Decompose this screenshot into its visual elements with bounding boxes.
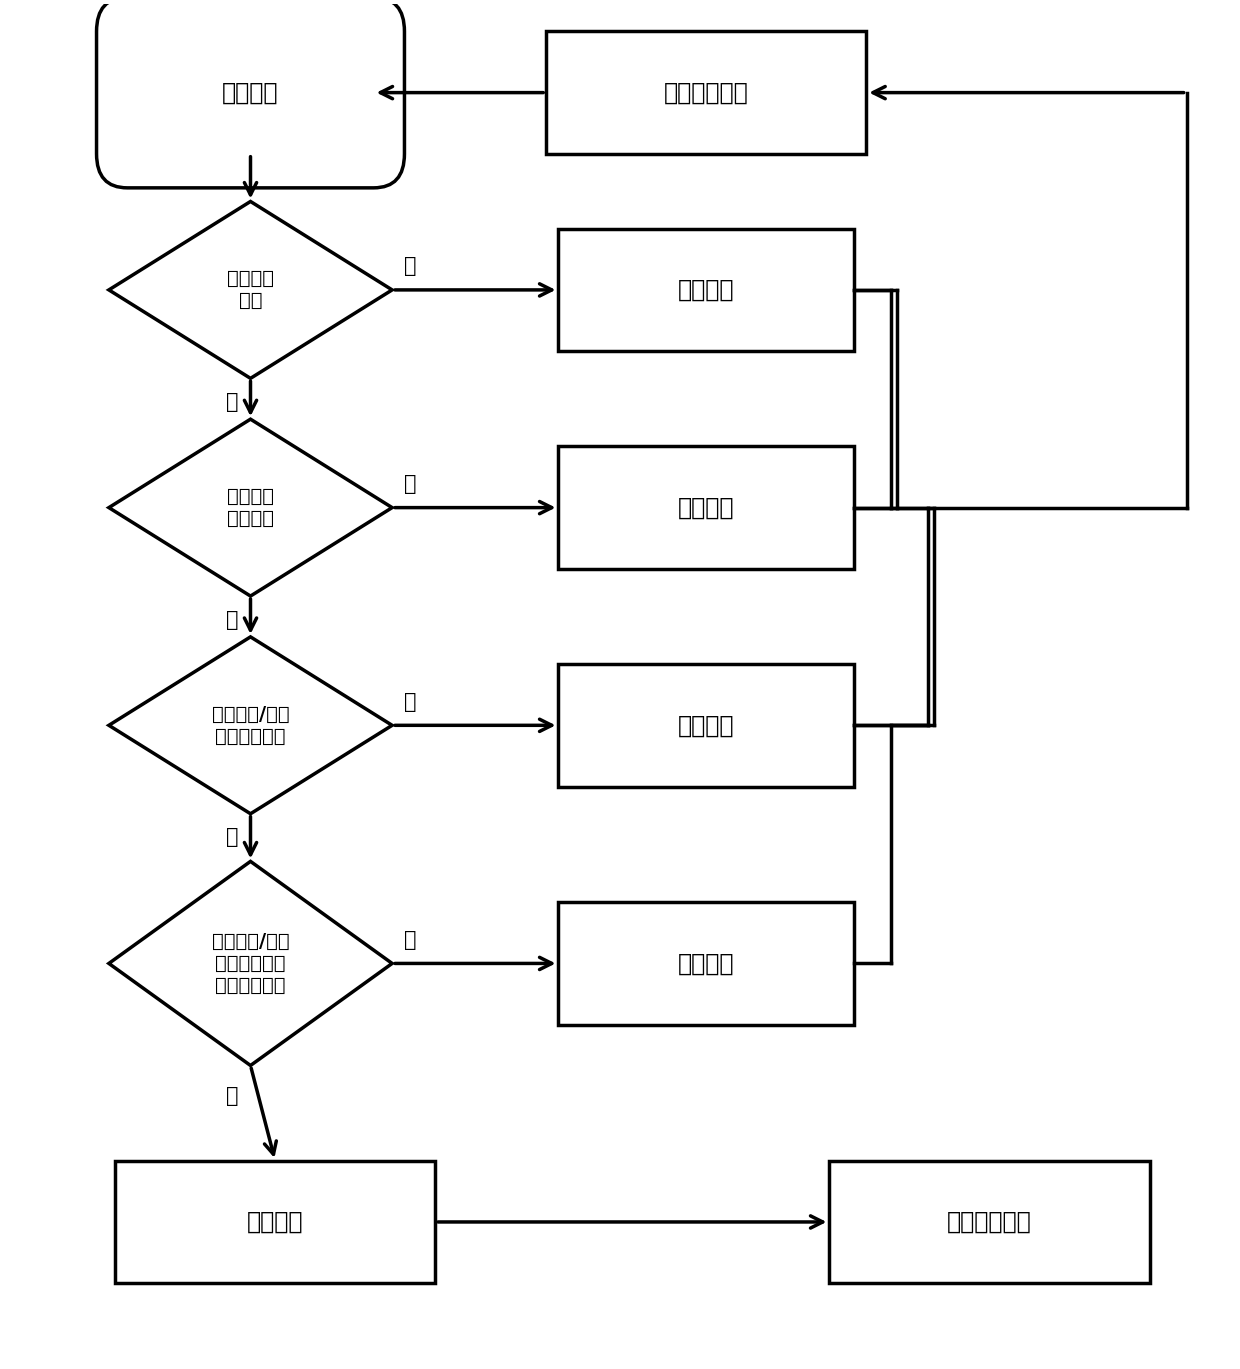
Text: 错误注入: 错误注入	[222, 81, 279, 104]
Polygon shape	[109, 201, 392, 378]
Text: 芯片是否
门锁: 芯片是否 门锁	[227, 270, 274, 311]
Bar	[558, 446, 854, 570]
Text: 芯片功耗/电磁
变化幅度是否
超过异常阈值: 芯片功耗/电磁 变化幅度是否 超过异常阈值	[212, 932, 289, 995]
Text: 芯片功耗/电磁
是否受到影响: 芯片功耗/电磁 是否受到影响	[212, 705, 289, 746]
Text: 调整异常阈值: 调整异常阈值	[947, 1210, 1032, 1233]
Text: 能量略小: 能量略小	[678, 951, 734, 976]
Polygon shape	[109, 419, 392, 596]
Text: 能量略大: 能量略大	[247, 1210, 304, 1233]
Text: 能量略小: 能量略小	[678, 496, 734, 520]
FancyBboxPatch shape	[97, 0, 404, 188]
Text: 调整能量参数: 调整能量参数	[663, 81, 749, 104]
Text: 是: 是	[404, 474, 417, 494]
Text: 是: 是	[226, 1086, 238, 1106]
Text: 是: 是	[404, 256, 417, 277]
Text: 能量略小: 能量略小	[678, 713, 734, 738]
Text: 是: 是	[226, 827, 238, 847]
Text: 能量过大: 能量过大	[678, 278, 734, 303]
Bar	[558, 902, 854, 1024]
Polygon shape	[109, 637, 392, 813]
Bar	[115, 1161, 435, 1283]
Polygon shape	[109, 861, 392, 1065]
Bar	[558, 664, 854, 787]
Bar	[830, 1161, 1149, 1283]
Text: 否: 否	[404, 691, 417, 712]
Text: 芯片是否
正常返回: 芯片是否 正常返回	[227, 487, 274, 528]
Bar	[558, 229, 854, 350]
Bar	[546, 31, 867, 153]
Text: 否: 否	[226, 609, 238, 630]
Text: 否: 否	[226, 392, 238, 412]
Text: 否: 否	[404, 930, 417, 950]
